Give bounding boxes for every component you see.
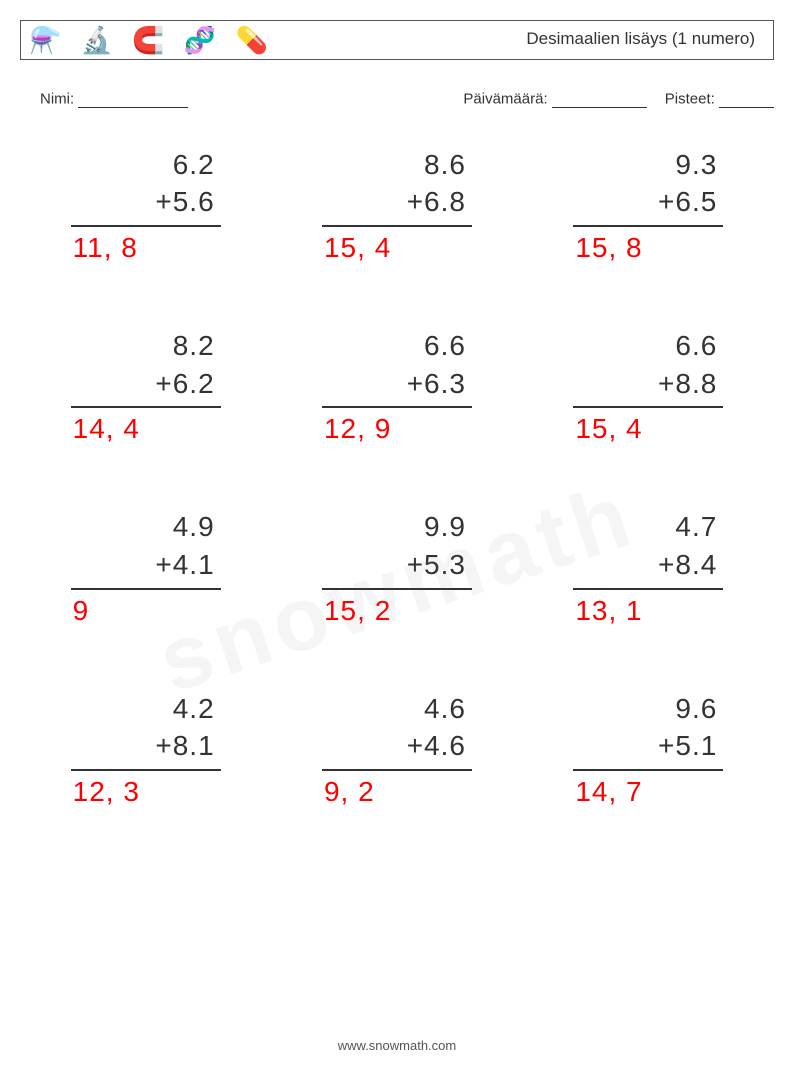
operand-a: 4.2 [71, 690, 221, 728]
answer: 15, 4 [573, 408, 723, 448]
microscope-icon: 🔬 [81, 25, 119, 56]
operand-b: +6.3 [322, 365, 472, 409]
operand-a: 8.2 [71, 327, 221, 365]
operand-b: +5.3 [322, 546, 472, 590]
operand-b: +8.1 [71, 727, 221, 771]
score-blank[interactable] [719, 90, 774, 108]
operand-a: 4.6 [322, 690, 472, 728]
answer: 15, 4 [322, 227, 472, 267]
operand-b: +8.4 [573, 546, 723, 590]
operand-b: +4.6 [322, 727, 472, 771]
answer: 13, 1 [573, 590, 723, 630]
operand-a: 4.9 [71, 508, 221, 546]
magnet-icon: 🧲 [132, 25, 170, 56]
answer: 12, 9 [322, 408, 472, 448]
problem-11: 4.6+4.6 9, 2 [322, 690, 472, 811]
answer: 15, 8 [573, 227, 723, 267]
problem-1: 6.2+5.611, 8 [71, 146, 221, 267]
answer: 9 [71, 590, 221, 630]
operand-a: 9.6 [573, 690, 723, 728]
score-label: Pisteet: [665, 91, 715, 108]
problem-7: 4.9+4.1 9 [71, 508, 221, 629]
name-label: Nimi: [40, 91, 74, 108]
problem-grid: 6.2+5.611, 88.6+6.815, 49.3+6.515, 88.2+… [50, 146, 744, 812]
problem-3: 9.3+6.515, 8 [573, 146, 723, 267]
date-label: Päivämäärä: [463, 91, 547, 108]
operand-b: +6.2 [71, 365, 221, 409]
problem-5: 6.6+6.312, 9 [322, 327, 472, 448]
flask-icon: ⚗️ [29, 25, 67, 56]
problem-9: 4.7+8.413, 1 [573, 508, 723, 629]
dna-icon: 🧬 [184, 25, 222, 56]
operand-a: 6.6 [573, 327, 723, 365]
problem-12: 9.6+5.114, 7 [573, 690, 723, 811]
operand-b: +5.1 [573, 727, 723, 771]
operand-a: 9.3 [573, 146, 723, 184]
operand-b: +6.5 [573, 183, 723, 227]
worksheet-title: Desimaalien lisäys (1 numero) [526, 21, 773, 49]
problem-8: 9.9+5.315, 2 [322, 508, 472, 629]
problem-10: 4.2+8.112, 3 [71, 690, 221, 811]
answer: 15, 2 [322, 590, 472, 630]
problem-6: 6.6+8.815, 4 [573, 327, 723, 448]
operand-b: +4.1 [71, 546, 221, 590]
operand-a: 9.9 [322, 508, 472, 546]
operand-b: +6.8 [322, 183, 472, 227]
answer: 14, 7 [573, 771, 723, 811]
operand-b: +8.8 [573, 365, 723, 409]
header-bar: ⚗️ 🔬 🧲 🧬 💊 Desimaalien lisäys (1 numero) [20, 20, 774, 60]
answer: 12, 3 [71, 771, 221, 811]
operand-b: +5.6 [71, 183, 221, 227]
problem-4: 8.2+6.214, 4 [71, 327, 221, 448]
operand-a: 8.6 [322, 146, 472, 184]
answer: 9, 2 [322, 771, 472, 811]
answer: 11, 8 [71, 227, 221, 267]
operand-a: 6.6 [322, 327, 472, 365]
problem-2: 8.6+6.815, 4 [322, 146, 472, 267]
name-blank[interactable] [78, 90, 188, 108]
header-icons: ⚗️ 🔬 🧲 🧬 💊 [21, 21, 274, 56]
date-blank[interactable] [552, 90, 647, 108]
footer-url: www.snowmath.com [0, 1038, 794, 1053]
pill-icon: 💊 [235, 25, 273, 56]
operand-a: 6.2 [71, 146, 221, 184]
info-line: Nimi: Päivämäärä: Pisteet: [40, 90, 774, 108]
operand-a: 4.7 [573, 508, 723, 546]
answer: 14, 4 [71, 408, 221, 448]
